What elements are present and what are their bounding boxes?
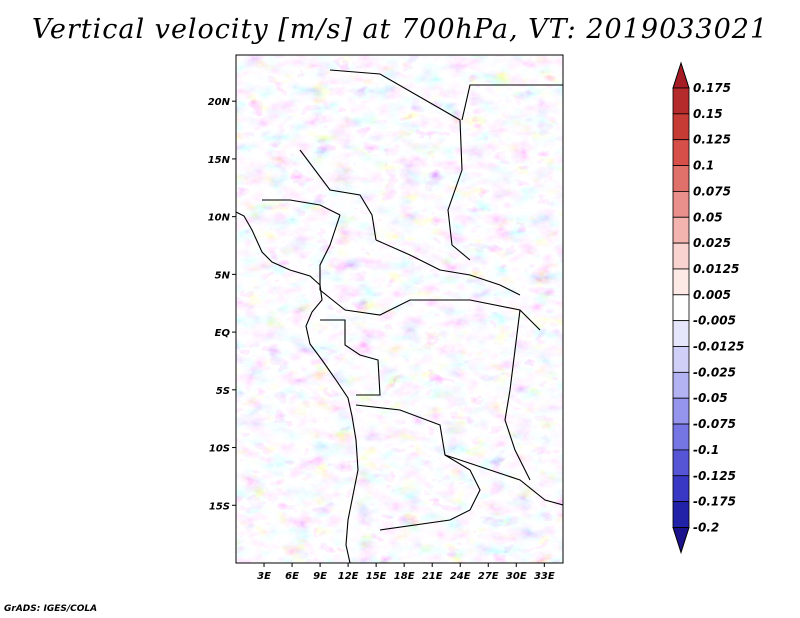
colorbar-swatch <box>672 139 690 166</box>
colorbar-label: -0.075 <box>693 417 736 431</box>
lon-tick-label: 21E <box>422 571 443 582</box>
colorbar-swatch <box>672 320 690 347</box>
colorbar-label: -0.1 <box>693 443 719 457</box>
colorbar-swatch <box>672 449 690 477</box>
colorbar-lower-triangle <box>672 526 690 555</box>
colorbar-label: -0.2 <box>693 520 719 534</box>
border-niger-chad <box>299 149 377 241</box>
colorbar-label: -0.0125 <box>693 340 744 354</box>
colorbar-swatch <box>672 346 690 373</box>
country-borders <box>236 69 563 563</box>
lon-tick-label: 18E <box>394 571 415 582</box>
velocity-field <box>236 55 563 563</box>
lon-axis: 3E 6E 9E 12E 15E 18E 21E 24E 27E 30E 33E <box>257 563 555 582</box>
lon-tick-label: 24E <box>450 571 471 582</box>
colorbar-swatch <box>672 268 690 296</box>
colorbar-swatch <box>672 216 690 244</box>
border-drc-east <box>504 309 531 481</box>
coastline-west-africa <box>236 211 359 563</box>
lon-tick-label: 9E <box>313 571 327 582</box>
border-libya-chad <box>329 69 463 171</box>
colorbar-swatch <box>672 165 690 192</box>
lon-tick-label: 6E <box>285 571 299 582</box>
lat-tick-label: 15N <box>208 155 231 166</box>
border-gabon <box>320 319 381 396</box>
colorbar-swatch <box>672 423 690 451</box>
colorbar-swatch <box>672 113 690 141</box>
colorbar-label: -0.175 <box>693 495 736 509</box>
lat-tick-label: 20N <box>208 97 231 108</box>
lat-tick-label: 10S <box>209 444 230 455</box>
border-angola <box>355 404 481 531</box>
colorbar-label: 0.0125 <box>693 262 739 276</box>
lon-tick-label: 15E <box>366 571 387 582</box>
colorbar-label: 0.075 <box>693 184 731 198</box>
colorbar-label: -0.05 <box>693 391 728 405</box>
colorbar-label: 0.05 <box>693 210 723 224</box>
colorbar-label: 0.005 <box>693 288 731 302</box>
colorbar-label: -0.005 <box>693 314 736 328</box>
colorbar-swatch <box>672 371 690 399</box>
map-frame <box>235 54 564 564</box>
lon-tick-label: 3E <box>257 571 271 582</box>
colorbar-swatch <box>672 397 690 425</box>
colorbar-label: -0.125 <box>693 469 736 483</box>
border-car <box>375 239 521 296</box>
colorbar-upper-triangle <box>672 61 690 89</box>
lat-tick-label: 5S <box>216 386 230 397</box>
colorbar-swatch <box>672 190 690 218</box>
border-zambia <box>444 454 563 506</box>
colorbar-swatch <box>672 501 690 528</box>
colorbar-label: 0.175 <box>693 81 731 95</box>
colorbar-label: 0.15 <box>693 107 723 121</box>
map-panel: 3E 6E 9E 12E 15E 18E 21E 24E 27E 30E 33E 20N 15N 10N… <box>208 54 564 582</box>
colorbar-label: -0.025 <box>693 365 736 379</box>
lon-tick-label: 33E <box>534 571 555 582</box>
lon-tick-label: 30E <box>506 571 527 582</box>
border-cameroon <box>319 214 346 311</box>
chart-title: Vertical velocity [m/s] at 700hPa, VT: 2… <box>31 14 769 45</box>
lon-tick-label: 12E <box>338 571 359 582</box>
colorbar-swatch <box>672 475 690 503</box>
colorbar: 0.175 0.15 0.125 0.1 0.075 0.05 0.025 0.0125 0.0… <box>672 61 744 555</box>
lat-tick-label: EQ <box>215 328 231 339</box>
colorbar-label: 0.1 <box>693 159 714 173</box>
grads-credit: GrADS: IGES/COLA <box>4 604 98 614</box>
lat-tick-label: 15S <box>209 501 230 512</box>
border-sudan <box>461 84 563 121</box>
lat-tick-label: 10N <box>208 213 231 224</box>
lat-tick-label: 5N <box>215 270 231 281</box>
colorbar-label: 0.025 <box>693 236 731 250</box>
border-chad-sudan <box>447 169 471 261</box>
lon-tick-label: 27E <box>478 571 499 582</box>
colorbar-swatch <box>672 87 690 115</box>
colorbar-swatch <box>672 242 690 270</box>
colorbar-swatch <box>672 294 690 322</box>
colorbar-label: 0.125 <box>693 133 731 147</box>
border-nigeria <box>262 199 341 216</box>
lat-axis: 20N 15N 10N 5N EQ 5S 10S 15S <box>208 97 236 512</box>
